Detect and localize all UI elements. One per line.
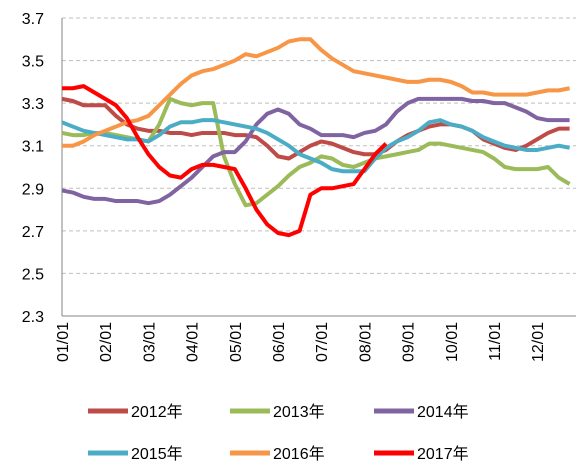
legend-label: 2013年 [273, 403, 325, 421]
y-tick-label: 3.7 [22, 11, 44, 28]
x-tick-label: 10/01 [444, 322, 461, 362]
x-tick-label: 05/01 [228, 322, 245, 362]
x-tick-label: 09/01 [401, 322, 418, 362]
x-tick-label: 08/01 [357, 322, 374, 362]
legend-label: 2014年 [417, 403, 469, 421]
series-line [61, 118, 570, 174]
x-tick-label: 01/01 [55, 322, 72, 362]
legend-label: 2015年 [131, 445, 183, 463]
series-line [62, 84, 388, 238]
x-tick-label: 02/01 [98, 322, 115, 362]
y-tick-label: 2.7 [22, 224, 44, 241]
series-line [61, 96, 570, 206]
y-tick-label: 2.9 [22, 181, 44, 198]
x-tick-label: 07/01 [314, 322, 331, 362]
x-tick-label: 04/01 [185, 322, 202, 362]
y-tick-label: 2.3 [22, 309, 44, 326]
x-tick-label: 06/01 [271, 322, 288, 362]
y-tick-label: 3.3 [22, 96, 44, 113]
legend-label: 2012年 [131, 403, 183, 421]
y-tick-label: 2.5 [22, 266, 44, 283]
series-line [62, 37, 570, 148]
x-tick-label: 11/01 [487, 322, 504, 361]
x-tick-label: 12/01 [530, 322, 547, 362]
series-line [61, 96, 570, 161]
y-tick-label: 3.5 [22, 54, 44, 71]
legend-label: 2017年 [417, 445, 469, 463]
y-tick-label: 3.1 [22, 139, 44, 156]
legend-label: 2016年 [273, 445, 325, 463]
x-tick-label: 03/01 [141, 322, 158, 362]
